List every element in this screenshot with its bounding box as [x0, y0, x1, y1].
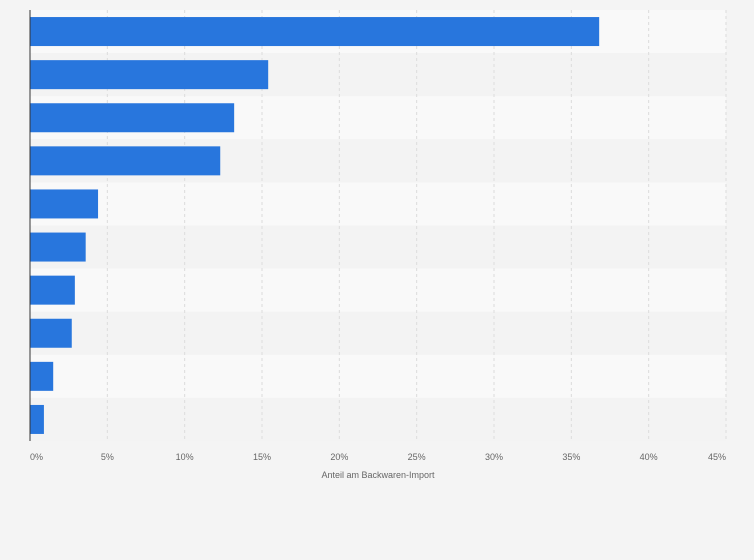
x-tick-label: 20% — [330, 452, 348, 462]
row-band — [30, 268, 726, 312]
x-tick-label: 30% — [485, 452, 503, 462]
x-tick-label: 35% — [562, 452, 580, 462]
row-band — [30, 225, 726, 269]
x-tick-label: 45% — [708, 452, 726, 462]
row-band — [30, 397, 726, 441]
x-tick-label: 15% — [253, 452, 271, 462]
bar[interactable] — [30, 361, 54, 391]
bar[interactable] — [30, 189, 99, 219]
row-band — [30, 182, 726, 226]
bar[interactable] — [30, 404, 44, 434]
row-bands — [30, 10, 726, 441]
x-tick-label: 0% — [30, 452, 43, 462]
x-tick-label: 5% — [101, 452, 114, 462]
bar[interactable] — [30, 60, 269, 90]
bar[interactable] — [30, 103, 235, 133]
row-band — [30, 311, 726, 355]
bar[interactable] — [30, 318, 72, 348]
x-tick-label: 25% — [408, 452, 426, 462]
x-axis-title: Anteil am Backwaren-Import — [321, 470, 435, 480]
bar[interactable] — [30, 146, 221, 176]
x-tick-label: 10% — [176, 452, 194, 462]
bars — [30, 17, 600, 434]
bar[interactable] — [30, 275, 75, 305]
bar[interactable] — [30, 17, 600, 47]
bar[interactable] — [30, 232, 86, 262]
x-tick-labels: 0% 5% 10% 15% 20% 25% 30% 35% 40% 45% — [30, 452, 726, 462]
row-band — [30, 354, 726, 398]
x-tick-label: 40% — [640, 452, 658, 462]
